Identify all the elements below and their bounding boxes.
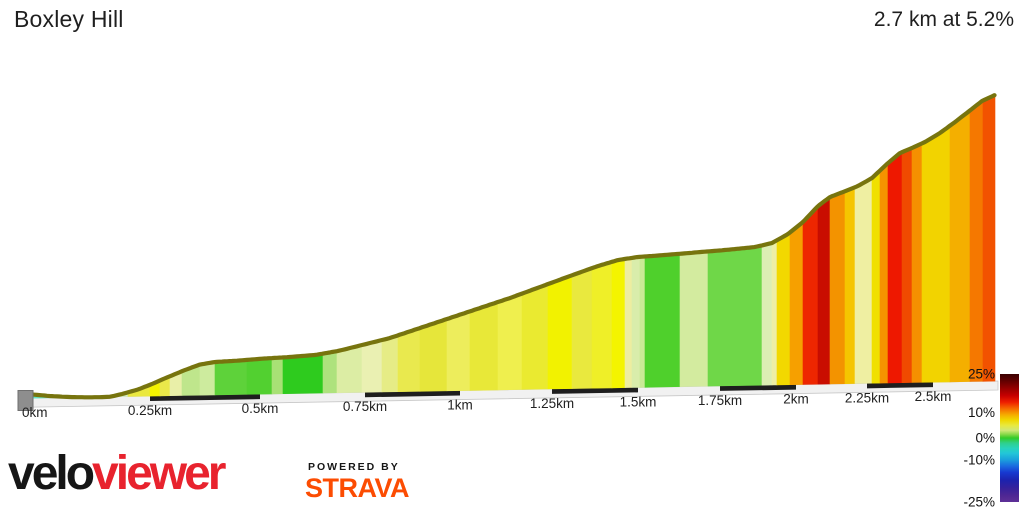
gradient-segment	[547, 274, 573, 390]
gradient-segment	[497, 293, 523, 391]
road-distance-dash	[720, 384, 796, 391]
x-axis-label: 2km	[783, 392, 809, 407]
veloviewer-logo[interactable]: veloviewer	[8, 447, 226, 500]
gradient-segment	[887, 151, 903, 384]
gradient-segment	[246, 357, 273, 395]
x-axis-label: 2.25km	[845, 390, 889, 405]
gradient-segment	[214, 359, 248, 396]
gradient-segment	[361, 339, 383, 393]
gradient-segment	[631, 256, 641, 388]
gradient-legend-label: 10%	[968, 405, 995, 420]
gradient-segment	[381, 334, 399, 393]
strava-logo[interactable]: STRAVA	[305, 473, 410, 503]
gradient-segment	[854, 177, 873, 384]
road-distance-dash	[365, 390, 460, 398]
gradient-legend-label: 0%	[975, 431, 995, 446]
gradient-segment	[397, 327, 421, 393]
gradient-segment	[871, 169, 881, 384]
start-marker-block	[17, 390, 34, 411]
x-axis-label: 1km	[447, 398, 473, 413]
gradient-segment	[817, 196, 831, 385]
x-axis-label: 0.25km	[128, 403, 172, 418]
x-axis-label: 0.5km	[242, 401, 279, 416]
x-axis-label: 1.75km	[698, 393, 742, 408]
x-axis-label: 1.5km	[620, 394, 657, 409]
gradient-segment	[776, 231, 791, 386]
gradient-legend-label: -25%	[963, 495, 995, 510]
gradient-segment	[802, 205, 819, 385]
gradient-segment	[591, 261, 613, 389]
gradient-segment	[911, 142, 923, 383]
gradient-legend-label: 25%	[968, 367, 995, 382]
gradient-segment	[521, 283, 549, 390]
gradient-segment	[879, 162, 889, 384]
road-distance-dash	[552, 387, 638, 394]
gradient-segment	[707, 245, 763, 387]
gradient-legend-bar	[1000, 374, 1019, 502]
gradient-segment	[282, 353, 324, 395]
gradient-segment	[639, 256, 646, 388]
gradient-segment	[571, 267, 593, 389]
x-axis-label: 1.25km	[530, 396, 574, 411]
veloviewer-logo-velo: velo	[8, 447, 95, 500]
gradient-segment	[982, 94, 996, 382]
gradient-segment	[446, 310, 471, 392]
profile-outline	[29, 93, 997, 400]
gradient-segment	[761, 242, 773, 386]
gradient-segment	[271, 357, 284, 395]
gradient-segment	[624, 257, 633, 388]
x-axis-label: 2.5km	[915, 389, 952, 404]
gradient-segment	[199, 361, 216, 396]
powered-by-label: POWERED BY	[308, 461, 400, 473]
gradient-segment	[829, 190, 846, 385]
gradient-segment	[322, 350, 338, 394]
gradient-segment	[419, 318, 448, 392]
gradient-legend-label: -10%	[963, 452, 995, 467]
gradient-segment	[789, 221, 804, 386]
road-distance-dash	[867, 382, 933, 389]
gradient-segment	[679, 251, 709, 387]
x-axis-label: 0.75km	[343, 399, 387, 414]
veloviewer-logo-viewer: viewer	[92, 447, 226, 500]
x-axis-label: 0km	[22, 405, 48, 420]
gradient-segment	[469, 301, 499, 391]
gradient-segment	[969, 99, 984, 382]
gradient-segment	[644, 253, 681, 388]
gradient-segment	[611, 258, 626, 389]
page-title: Boxley Hill	[14, 6, 124, 32]
gradient-segment	[844, 186, 856, 385]
gradient-segment	[901, 147, 913, 384]
gradient-segment	[771, 239, 778, 386]
climb-summary: 2.7 km at 5.2%	[873, 8, 1014, 31]
gradient-segment	[949, 109, 971, 383]
gradient-segment	[921, 125, 951, 383]
